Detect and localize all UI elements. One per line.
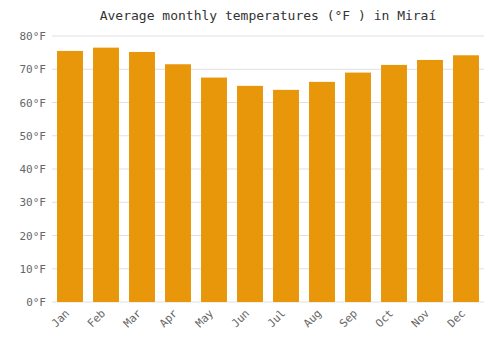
x-tick-label: Jul: [265, 307, 288, 330]
bar: [345, 73, 371, 302]
x-tick-label: Jan: [49, 307, 72, 330]
y-tick-label: 0°F: [26, 296, 46, 309]
bar: [309, 82, 335, 302]
bar: [93, 48, 119, 302]
y-tick-label: 50°F: [20, 130, 47, 143]
bar: [57, 51, 83, 302]
x-tick-label: Oct: [373, 307, 396, 330]
y-tick-label: 30°F: [20, 196, 47, 209]
y-tick-label: 20°F: [20, 230, 47, 243]
bar: [129, 52, 155, 302]
y-tick-label: 10°F: [20, 263, 47, 276]
x-tick-label: Sep: [337, 307, 360, 330]
bar: [273, 90, 299, 302]
y-tick-label: 80°F: [20, 30, 47, 43]
bar: [237, 86, 263, 302]
y-tick-label: 60°F: [20, 97, 47, 110]
x-tick-label: Feb: [85, 307, 108, 330]
bar: [453, 55, 479, 302]
bar: [165, 64, 191, 302]
bars: [57, 48, 479, 302]
x-tick-label: Jun: [229, 307, 252, 330]
y-tick-label: 40°F: [20, 163, 47, 176]
bar: [201, 78, 227, 302]
bar: [381, 65, 407, 302]
chart: Average monthly temperatures (°F ) in Mi…: [0, 0, 500, 350]
grid-line: [52, 36, 484, 37]
x-tick-label: Nov: [409, 307, 433, 331]
x-tick-label: May: [193, 307, 217, 331]
bar: [417, 60, 443, 302]
x-tick-label: Dec: [445, 307, 468, 330]
x-tick-label: Aug: [301, 307, 324, 330]
x-tick-label: Mar: [121, 307, 145, 331]
grid: [52, 36, 484, 302]
x-tick-label: Apr: [157, 307, 181, 331]
y-tick-label: 70°F: [20, 63, 47, 76]
title: Average monthly temperatures (°F ) in Mi…: [100, 8, 437, 23]
